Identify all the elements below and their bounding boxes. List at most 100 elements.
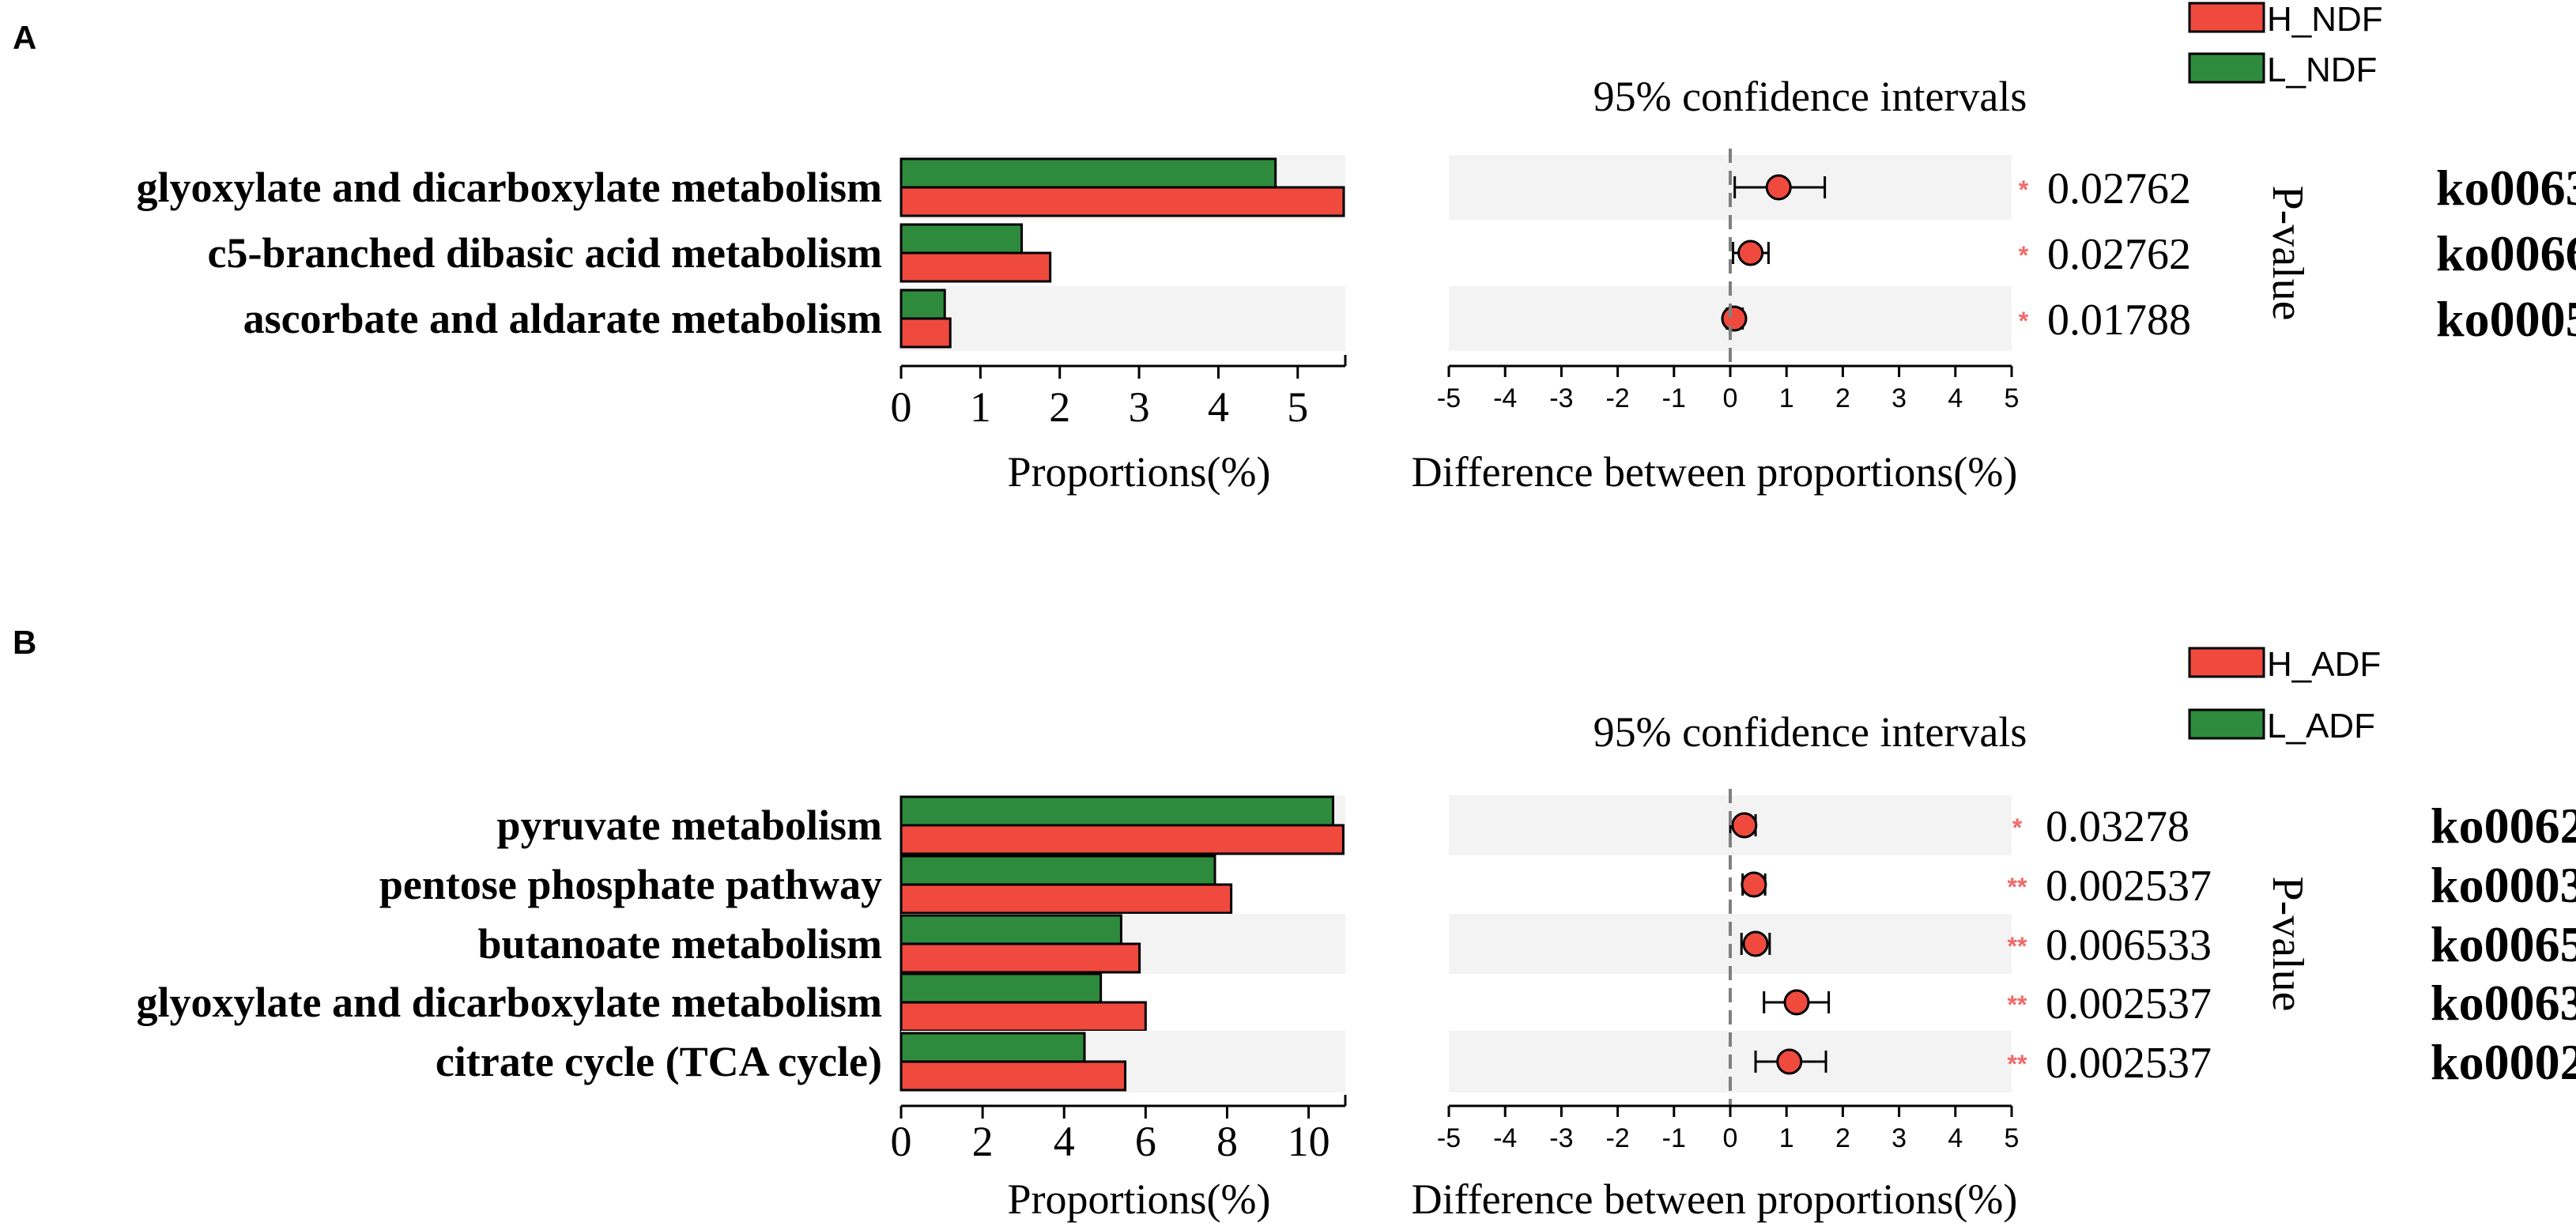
diff-point (1737, 240, 1764, 266)
category-label: pyruvate metabolism (497, 802, 882, 849)
significance-stars: * (2019, 175, 2029, 204)
p-value: 0.002537 (2046, 862, 2212, 911)
proportion-tick-label: 8 (1216, 1118, 1238, 1165)
bar-H_ADF (900, 942, 1141, 974)
proportion-tick-label: 4 (1054, 1118, 1075, 1165)
category-label: butanoate metabolism (478, 920, 883, 968)
bar-H_ADF (900, 1060, 1127, 1092)
category-label: citrate cycle (TCA cycle) (436, 1038, 882, 1085)
difference-tick-label: -4 (1493, 1123, 1517, 1153)
bar-H_ADF (900, 883, 1233, 915)
proportion-tick-label: 4 (1208, 383, 1229, 431)
difference-tick-label: 5 (2005, 383, 2020, 413)
proportion-tick-label: 6 (1135, 1118, 1156, 1165)
difference-tick-label: -3 (1549, 1123, 1573, 1153)
significance-stars: ** (2008, 932, 2027, 960)
bar-L_ADF (900, 795, 1335, 827)
p-value: 0.02762 (2047, 164, 2191, 213)
legend-label-L_ADF: L_ADF (2267, 707, 2375, 745)
bar-L_ADF (900, 972, 1103, 1004)
bar-L_NDF (900, 157, 1277, 189)
difference-tick-label: 4 (1948, 1123, 1963, 1153)
p-value-axis-label: P-value (2263, 185, 2312, 320)
diff-point (1721, 305, 1748, 332)
legend-swatch-L_ADF (2188, 708, 2265, 740)
difference-tick-label: -2 (1605, 383, 1629, 413)
bar-L_NDF (900, 289, 946, 320)
difference-tick-label: -2 (1605, 1123, 1629, 1153)
ci-title: 95% confidence intervals (1593, 73, 2027, 120)
legend-label-H_NDF: H_NDF (2267, 0, 2383, 39)
significance-stars: * (2012, 813, 2023, 842)
difference-tick-label: -1 (1662, 383, 1686, 413)
difference-tick-label: 4 (1948, 383, 1963, 413)
proportion-tick-label: 10 (1288, 1118, 1330, 1165)
ko-id: ko00630 (2436, 160, 2576, 216)
difference-tick-label: 2 (1835, 1123, 1850, 1153)
p-value: 0.002537 (2046, 979, 2212, 1028)
p-value: 0.01788 (2047, 296, 2191, 345)
legend-swatch-H_ADF (2188, 647, 2265, 678)
diff-point (1731, 812, 1758, 839)
ci-title: 95% confidence intervals (1593, 708, 2027, 756)
difference-tick-label: 3 (1891, 383, 1907, 413)
significance-stars: * (2019, 241, 2029, 270)
panel-b: B H_ADF L_ADF 95% confidence intervals pyruv… (13, 624, 2576, 1223)
diff-point (1783, 989, 1810, 1016)
ko-id: ko00660 (2436, 225, 2576, 281)
proportion-tick-label: 3 (1129, 383, 1150, 431)
panel-label: B (13, 624, 36, 661)
significance-stars: * (2019, 307, 2029, 335)
p-value: 0.03278 (2046, 802, 2189, 851)
proportion-tick-label: 2 (1049, 383, 1070, 431)
bar-L_ADF (900, 914, 1122, 945)
legend-swatch-L_NDF (2188, 52, 2265, 84)
bar-H_NDF (900, 186, 1345, 217)
p-value: 0.02762 (2047, 230, 2191, 279)
ko-id: ko00053 (2436, 291, 2576, 347)
ko-id: ko00630 (2431, 975, 2576, 1031)
difference-tick-label: -1 (1662, 1123, 1686, 1153)
category-label: pentose phosphate pathway (379, 861, 882, 908)
panel-a: A H_NDF L_NDF 95% confidence intervals glyox… (13, 0, 2576, 496)
difference-tick-label: -3 (1549, 383, 1573, 413)
difference-tick-label: 0 (1723, 383, 1738, 413)
significance-stars: ** (2008, 873, 2027, 901)
legend-label-L_NDF: L_NDF (2267, 51, 2377, 89)
difference-tick-label: 2 (1835, 383, 1850, 413)
bar-H_ADF (900, 824, 1345, 855)
legend-label-H_ADF: H_ADF (2267, 645, 2381, 684)
diff-point (1776, 1048, 1803, 1075)
difference-tick-label: 0 (1723, 1123, 1738, 1153)
category-label: glyoxylate and dicarboxylate metabolism (137, 979, 882, 1026)
bar-L_ADF (900, 855, 1216, 886)
diff-point (1765, 174, 1792, 201)
difference-tick-label: 3 (1891, 1123, 1907, 1153)
bar-L_ADF (900, 1032, 1086, 1063)
diff-row-stripe (1449, 155, 2012, 220)
difference-tick-label: 1 (1779, 383, 1794, 413)
bar-H_NDF (900, 251, 1052, 283)
significance-stars: ** (2008, 990, 2027, 1019)
difference-tick-label: 5 (2005, 1123, 2020, 1153)
proportion-tick-label: 5 (1287, 383, 1308, 431)
category-label: c5-branched dibasic acid metabolism (207, 229, 882, 277)
bar-L_NDF (900, 223, 1024, 255)
diff-point (1741, 871, 1767, 898)
p-value: 0.006533 (2046, 921, 2212, 970)
difference-xlabel: Difference between proportions(%) (1412, 448, 2018, 496)
ko-id: ko00650 (2431, 916, 2576, 972)
proportion-xlabel: Proportions(%) (1008, 448, 1271, 496)
proportion-tick-label: 0 (891, 383, 912, 431)
difference-xlabel: Difference between proportions(%) (1412, 1175, 2018, 1223)
panel-label: A (13, 19, 36, 56)
category-label: glyoxylate and dicarboxylate metabolism (137, 164, 882, 211)
difference-tick-label: -5 (1437, 383, 1461, 413)
proportion-tick-label: 2 (972, 1118, 994, 1165)
difference-tick-label: -5 (1437, 1123, 1461, 1153)
proportion-tick-label: 0 (891, 1118, 912, 1165)
p-value-axis-label: P-value (2263, 876, 2312, 1011)
bar-row-stripe (901, 286, 1345, 351)
